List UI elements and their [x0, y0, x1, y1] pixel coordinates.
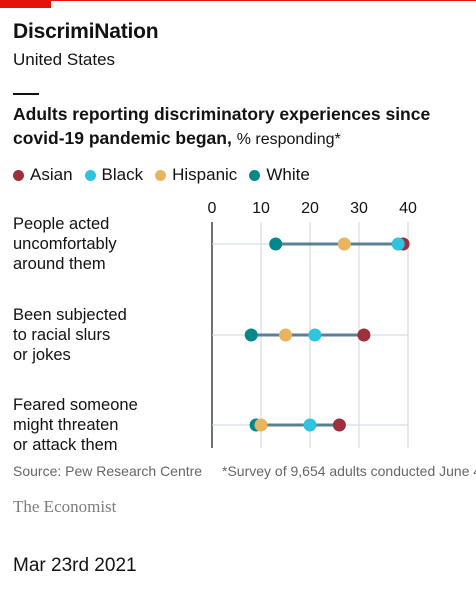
source-note: Source: Pew Research Centre	[13, 463, 203, 479]
top-rule	[51, 0, 476, 1]
x-tick-label: 40	[399, 200, 417, 217]
legend-swatch-black	[84, 169, 96, 181]
category-label: People acted uncomfortably around them	[13, 215, 117, 273]
legend-item-white: White	[249, 165, 310, 185]
data-point-white	[244, 328, 258, 342]
legend-label-asian: Asian	[30, 165, 73, 184]
data-point-hispanic	[279, 328, 292, 342]
chart-title: Adults reporting discriminatory experien…	[13, 102, 468, 152]
legend: Asian Black Hispanic White	[13, 165, 322, 185]
category-label-line: around them	[13, 255, 106, 273]
data-point-black	[391, 237, 405, 251]
headline: DiscrimiNation	[13, 20, 159, 43]
legend-label-white: White	[266, 165, 310, 184]
dot-plot: 0 10 20 30 40 People acted uncomfortably around…	[13, 200, 417, 454]
category-label-line: uncomfortably	[13, 235, 117, 253]
publisher-logo: The Economist	[13, 497, 117, 516]
category-label-line: People acted	[13, 215, 109, 233]
data-point-black	[308, 328, 322, 342]
legend-item-hispanic: Hispanic	[155, 165, 237, 185]
data-point-hispanic	[337, 237, 351, 251]
category-label-line: might threaten	[13, 416, 118, 434]
category-label-line: Feared someone	[13, 396, 138, 414]
x-tick-label: 30	[350, 200, 368, 217]
chart-title-text: Adults reporting discriminatory experien…	[13, 104, 431, 148]
legend-item-black: Black	[84, 165, 144, 185]
category-label: Been subjected to racial slurs or jokes	[13, 306, 127, 364]
legend-label-black: Black	[101, 165, 144, 184]
legend-swatch-hispanic	[155, 169, 167, 181]
publish-date: Mar 23rd 2021	[13, 555, 137, 576]
x-tick-label: 10	[252, 200, 270, 217]
category-label-line: or attack them	[13, 436, 118, 454]
subhead: United States	[13, 50, 116, 69]
data-point-white	[269, 237, 283, 251]
brand-red-tab	[0, 0, 51, 8]
data-point-asian	[332, 418, 346, 432]
data-point-hispanic	[254, 418, 268, 432]
legend-label-hispanic: Hispanic	[172, 165, 238, 184]
chart-unit: % responding*	[236, 131, 341, 148]
data-point-black	[303, 418, 317, 432]
x-tick-label: 0	[208, 200, 217, 217]
category-label-line: or jokes	[13, 346, 71, 364]
data-point-asian	[357, 328, 371, 342]
x-tick-label: 20	[301, 200, 319, 217]
legend-swatch-white	[249, 169, 261, 181]
legend-item-asian: Asian	[13, 165, 73, 185]
category-label-line: Been subjected	[13, 306, 127, 324]
survey-footnote: *Survey of 9,654 adults conducted June 4…	[222, 463, 476, 479]
legend-swatch-asian	[13, 169, 24, 181]
category-label: Feared someone might threaten or attack th…	[13, 396, 138, 454]
category-label-line: to racial slurs	[13, 326, 110, 344]
title-rule	[13, 93, 39, 95]
